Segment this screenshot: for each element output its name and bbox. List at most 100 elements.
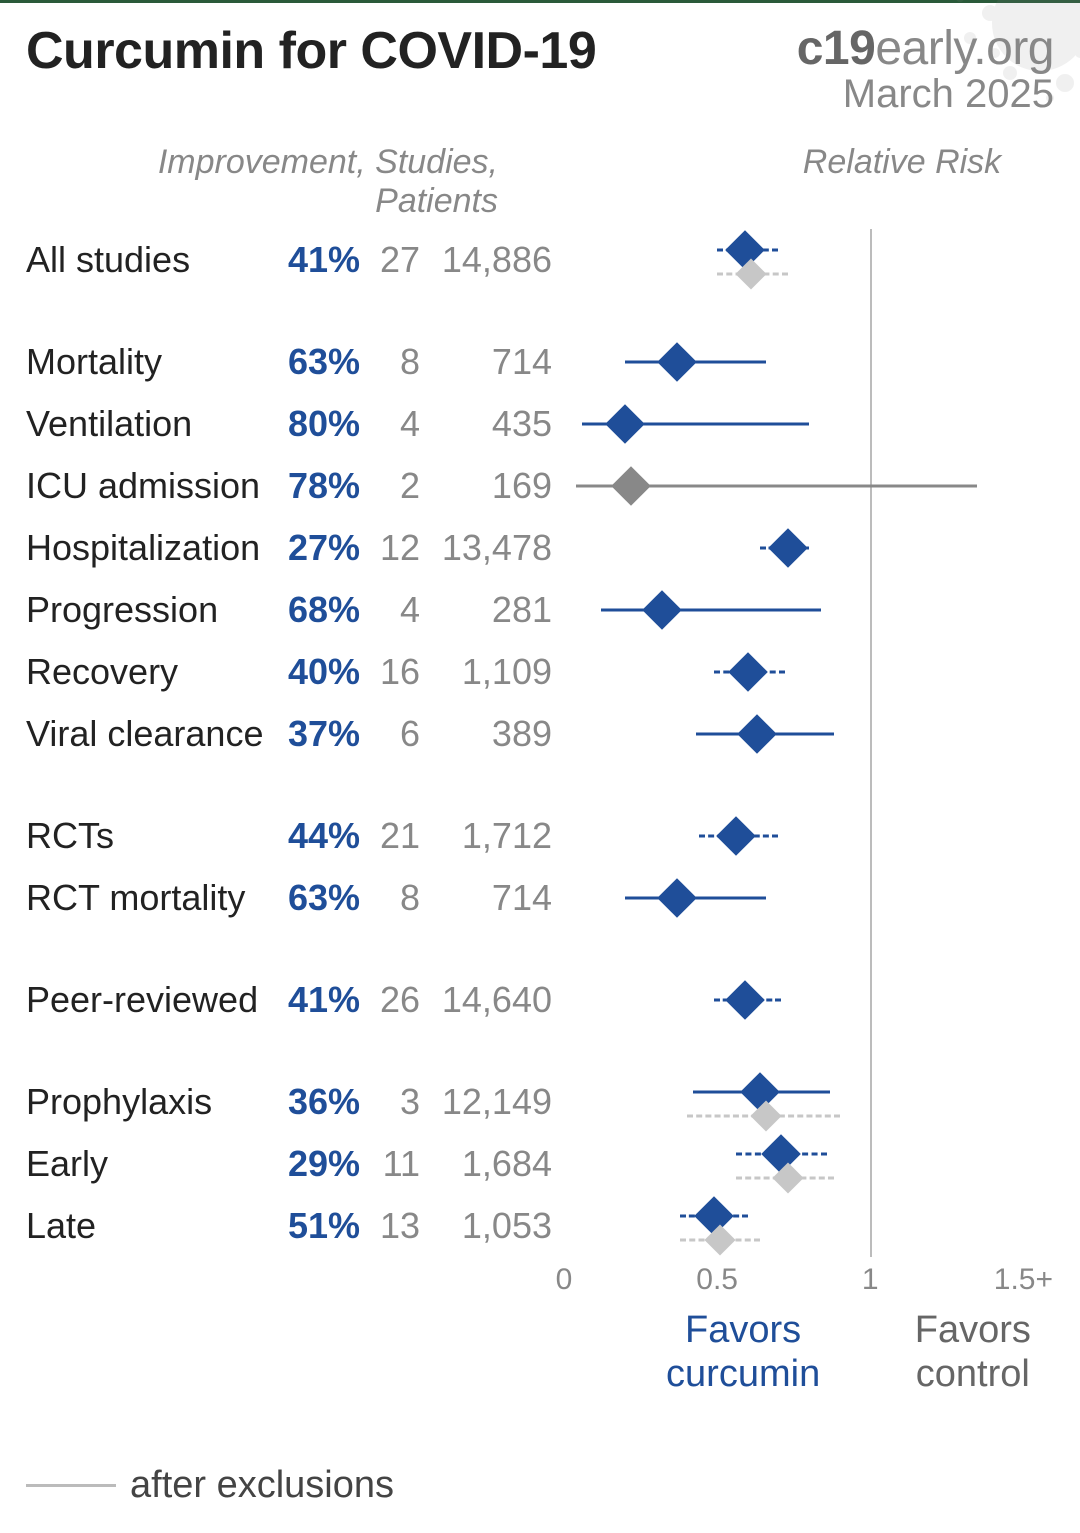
x-tick: 0.5 <box>696 1263 738 1297</box>
forest-cell <box>564 703 1054 765</box>
favors-control: Favorscontrol <box>915 1309 1031 1396</box>
row-label: Recovery <box>26 651 258 693</box>
row-improvement: 36% <box>258 1081 360 1123</box>
point-estimate <box>768 528 808 568</box>
row-improvement: 63% <box>258 341 360 383</box>
row-label: RCT mortality <box>26 877 258 919</box>
forest-cell <box>564 229 1054 291</box>
chart-title: Curcumin for COVID-19 <box>26 21 596 81</box>
row-label: ICU admission <box>26 465 258 507</box>
row-studies: 8 <box>360 877 420 919</box>
row-patients: 1,053 <box>420 1205 552 1247</box>
forest-cell <box>564 393 1054 455</box>
row-improvement: 29% <box>258 1143 360 1185</box>
row-studies: 4 <box>360 589 420 631</box>
point-estimate <box>728 652 768 692</box>
row-studies: 16 <box>360 651 420 693</box>
forest-cell <box>564 1133 1054 1195</box>
spacer-row <box>26 765 1054 805</box>
data-row: Viral clearance37%6389 <box>26 703 1054 765</box>
row-patients: 1,684 <box>420 1143 552 1185</box>
row-studies: 21 <box>360 815 420 857</box>
row-label: Early <box>26 1143 258 1185</box>
row-label: Prophylaxis <box>26 1081 258 1123</box>
row-label: Hospitalization <box>26 527 258 569</box>
forest-cell <box>564 805 1054 867</box>
row-improvement: 41% <box>258 979 360 1021</box>
row-improvement: 37% <box>258 713 360 755</box>
forest-cell <box>564 641 1054 703</box>
point-estimate <box>658 878 698 918</box>
forest-cell <box>564 331 1054 393</box>
row-patients: 1,712 <box>420 815 552 857</box>
spacer-row <box>26 1031 1054 1071</box>
row-patients: 714 <box>420 877 552 919</box>
row-label: Peer-reviewed <box>26 979 258 1021</box>
spacer-row <box>26 929 1054 969</box>
forest-cell <box>564 1195 1054 1257</box>
spacer-row <box>26 291 1054 331</box>
data-row: Late51%131,053 <box>26 1195 1054 1257</box>
row-patients: 12,149 <box>420 1081 552 1123</box>
forest-cell <box>564 579 1054 641</box>
forest-cell <box>564 517 1054 579</box>
row-label: Viral clearance <box>26 713 258 755</box>
point-estimate <box>658 342 698 382</box>
data-row: ICU admission78%2169 <box>26 455 1054 517</box>
row-patients: 435 <box>420 403 552 445</box>
x-tick: 0 <box>556 1263 573 1297</box>
legend-line-icon <box>26 1484 116 1487</box>
row-studies: 12 <box>360 527 420 569</box>
point-estimate <box>605 404 645 444</box>
data-row: RCTs44%211,712 <box>26 805 1054 867</box>
row-label: All studies <box>26 239 258 281</box>
data-row: All studies41%2714,886 <box>26 229 1054 291</box>
subhead-left: Improvement, Studies, Patients <box>26 143 510 221</box>
favors-treatment: Favorscurcumin <box>666 1309 820 1396</box>
row-improvement: 27% <box>258 527 360 569</box>
row-label: Progression <box>26 589 258 631</box>
ci-line <box>601 609 822 612</box>
point-estimate <box>612 466 652 506</box>
data-row: Mortality63%8714 <box>26 331 1054 393</box>
row-improvement: 68% <box>258 589 360 631</box>
legend-text: after exclusions <box>130 1464 394 1507</box>
row-studies: 13 <box>360 1205 420 1247</box>
data-row: Early29%111,684 <box>26 1133 1054 1195</box>
row-improvement: 41% <box>258 239 360 281</box>
forest-cell <box>564 969 1054 1031</box>
x-tick: 1.5+ <box>994 1263 1053 1297</box>
point-estimate <box>642 590 682 630</box>
source-site: c19early.org <box>797 21 1054 76</box>
row-patients: 14,640 <box>420 979 552 1021</box>
header: Curcumin for COVID-19 c19early.org March… <box>0 3 1080 123</box>
row-label: RCTs <box>26 815 258 857</box>
row-patients: 389 <box>420 713 552 755</box>
row-studies: 4 <box>360 403 420 445</box>
row-studies: 26 <box>360 979 420 1021</box>
row-improvement: 63% <box>258 877 360 919</box>
x-tick: 1 <box>862 1263 879 1297</box>
favors-labels: Favorscurcumin Favorscontrol <box>26 1309 1054 1409</box>
forest-cell <box>564 1071 1054 1133</box>
row-patients: 1,109 <box>420 651 552 693</box>
source-date: March 2025 <box>797 72 1054 117</box>
x-axis: 0 0.5 1 1.5+ <box>26 1263 1054 1309</box>
point-estimate <box>737 714 777 754</box>
data-row: Progression68%4281 <box>26 579 1054 641</box>
row-label: Mortality <box>26 341 258 383</box>
data-row: Hospitalization27%1213,478 <box>26 517 1054 579</box>
row-studies: 3 <box>360 1081 420 1123</box>
row-studies: 27 <box>360 239 420 281</box>
row-improvement: 40% <box>258 651 360 693</box>
row-studies: 8 <box>360 341 420 383</box>
row-label: Late <box>26 1205 258 1247</box>
data-row: RCT mortality63%8714 <box>26 867 1054 929</box>
row-studies: 11 <box>360 1143 420 1185</box>
row-patients: 714 <box>420 341 552 383</box>
data-row: Peer-reviewed41%2614,640 <box>26 969 1054 1031</box>
row-patients: 14,886 <box>420 239 552 281</box>
row-label: Ventilation <box>26 403 258 445</box>
row-patients: 281 <box>420 589 552 631</box>
data-row: Recovery40%161,109 <box>26 641 1054 703</box>
